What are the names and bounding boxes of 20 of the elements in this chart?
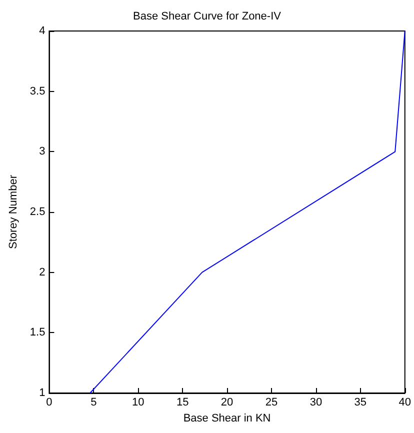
x-tick-label: 15 [176, 396, 189, 408]
line-series [90, 30, 406, 394]
y-tick-label: 1 [39, 387, 46, 399]
x-tick-label: 20 [220, 396, 234, 408]
x-tick-label: 25 [265, 396, 278, 408]
x-tick-label: 5 [90, 396, 97, 408]
x-tick-label: 30 [310, 396, 322, 408]
y-tick-label: 3.5 [30, 85, 46, 98]
x-axis-title: Base Shear in KN [183, 412, 271, 424]
x-tick-label: 10 [132, 396, 144, 408]
y-tick-label: 1.5 [30, 326, 46, 339]
y-tick-label: 2 [39, 266, 46, 278]
y-tick-label: 3 [39, 146, 46, 158]
y-axis-title: Storey Number [8, 174, 20, 249]
y-tick-label: 2.5 [30, 206, 46, 218]
y-tick-label: 4 [39, 25, 46, 37]
chart-title: Base Shear Curve for Zone-IV [133, 10, 282, 22]
x-tick-label: 35 [354, 396, 367, 408]
x-tick-label: 40 [398, 396, 412, 408]
x-tick-label: 0 [46, 396, 52, 408]
